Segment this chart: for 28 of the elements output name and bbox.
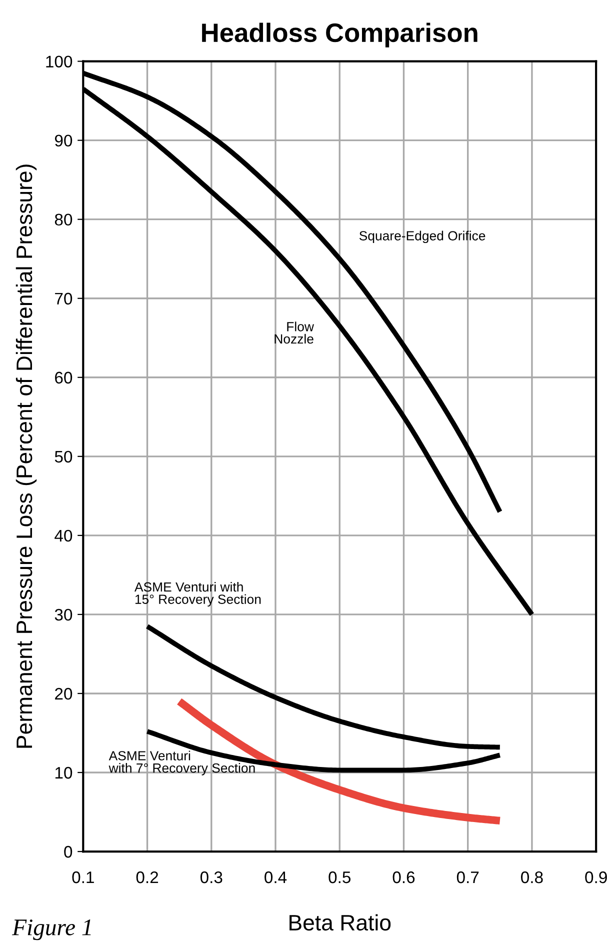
- x-tick-label: 0.4: [264, 871, 287, 884]
- x-tick-label: 0.1: [72, 871, 94, 884]
- y-tick-label: 10: [55, 766, 72, 779]
- y-tick-label: 70: [55, 292, 72, 305]
- chart-title: Headloss Comparison: [202, 22, 478, 48]
- x-tick-label: 0.3: [200, 871, 222, 884]
- x-tick-label: 0.9: [585, 871, 607, 884]
- y-axis-title: Permanent Pressure Loss (Percent of Differential Pressure): [16, 164, 37, 748]
- y-tick-label: 90: [54, 134, 72, 147]
- series-label: Square-Edged Orifice: [359, 230, 486, 244]
- y-tick-label: 50: [54, 450, 72, 463]
- y-tick-label: 100: [46, 56, 72, 68]
- series-label: ASME Venturi with 15° Recovery Section: [134, 582, 261, 607]
- y-tick-label: 30: [54, 608, 72, 621]
- y-tick-label: 20: [55, 688, 72, 700]
- y-tick-label: 40: [54, 530, 72, 542]
- x-tick-label: 0.6: [392, 871, 415, 884]
- caption: Figure 1: [12, 920, 91, 940]
- x-tick-label: 0.2: [136, 871, 158, 884]
- y-tick-label: 60: [55, 372, 72, 384]
- x-tick-label: 0.7: [456, 871, 479, 884]
- x-tick-label: 0.5: [328, 871, 351, 884]
- y-tick-label: 0: [64, 846, 72, 858]
- series-label: ASME Venturi with 7° Recovery Section: [108, 750, 255, 776]
- x-axis-title: Beta Ratio: [290, 914, 391, 931]
- x-tick-label: 0.8: [521, 871, 543, 884]
- series-label: Flow Nozzle: [274, 322, 314, 344]
- y-tick-label: 80: [54, 214, 72, 226]
